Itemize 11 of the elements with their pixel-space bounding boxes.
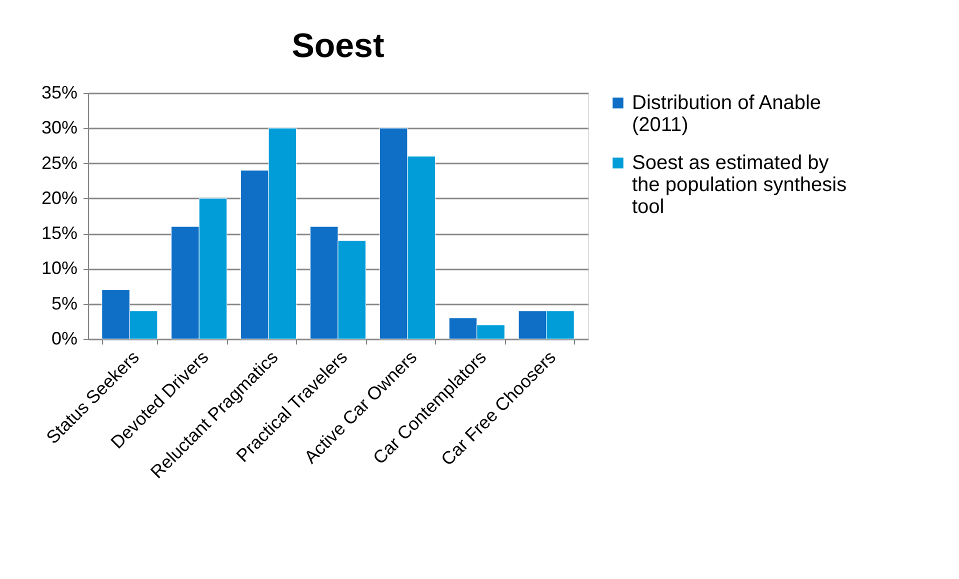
y-tick-label: 20% (41, 188, 78, 208)
legend-label: Distribution of Anable (2011) (632, 92, 822, 136)
y-tick-label: 25% (41, 152, 78, 173)
chart-title: Soest (292, 27, 384, 65)
y-tick-label: 5% (51, 293, 78, 314)
y-tick-label: 30% (41, 118, 78, 138)
legend-label: Soest as estimated by the population synthesis tool (632, 152, 847, 218)
y-tick-label: 35% (41, 82, 78, 102)
y-tick-label: 10% (41, 258, 78, 278)
y-tick-label: 15% (41, 223, 78, 244)
y-tick-label: 0% (51, 328, 78, 348)
